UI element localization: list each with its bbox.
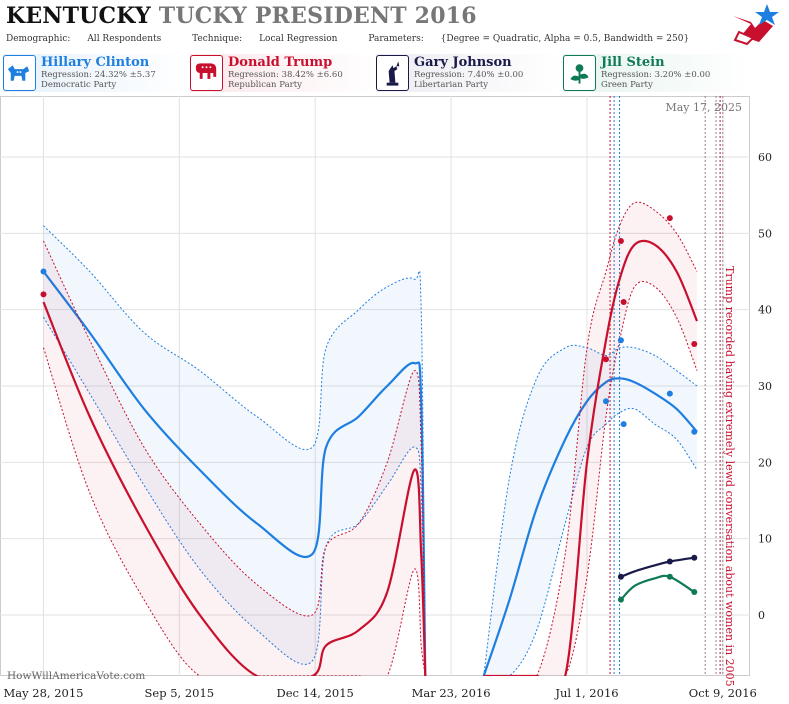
- donald-trump-upper-bound: [483, 201, 698, 676]
- y-tick-label: 0: [758, 609, 765, 622]
- party-icon-box: [190, 55, 223, 91]
- hillary-clinton-upper-bound: [43, 225, 426, 676]
- donald-trump-confidence-band: [43, 241, 426, 676]
- site-watermark: HowWillAmericaVote.com: [7, 670, 145, 682]
- hillary-clinton-lower-bound: [43, 317, 426, 676]
- jill-stein-trend-line: [620, 574, 695, 601]
- statue-of-liberty-icon: [386, 61, 400, 86]
- party-icon-box: [3, 55, 36, 91]
- demographic-value: All Respondents: [87, 34, 162, 44]
- party-icon-box: [376, 55, 409, 91]
- y-tick-label: 50: [758, 227, 772, 240]
- candidate-regression: Regression: 24.32% ±5.37: [41, 70, 156, 80]
- x-tick-label: Sep 5, 2015: [145, 686, 215, 700]
- gary-johnson-poll-point: [666, 558, 673, 565]
- x-tick-label: Oct 9, 2016: [689, 686, 757, 700]
- y-tick-label: 60: [758, 151, 772, 164]
- candidate-jill-stein[interactable]: Jill Stein Regression: 3.20% ±0.00 Green P…: [563, 54, 749, 92]
- gary-johnson-poll-point: [617, 573, 624, 580]
- donald-trump-poll-point: [620, 299, 627, 306]
- donald-trump-trend-line: [42, 301, 427, 676]
- hillary-clinton-confidence-band: [43, 225, 426, 676]
- demographic-label: Demographic:: [6, 34, 71, 44]
- jill-stein-poll-point: [617, 596, 624, 603]
- candidate-hillary-clinton[interactable]: Hillary Clinton Regression: 24.32% ±5.37 D…: [3, 54, 189, 92]
- candidate-regression: Regression: 3.20% ±0.00: [601, 70, 711, 80]
- hillary-clinton-poll-point: [602, 398, 609, 405]
- site-logo-icon[interactable]: [729, 2, 781, 48]
- poll-chart: 0 10 20 30 40 50 60 May 28, 2015 Sep 5, 2015 Dec …: [0, 96, 772, 700]
- donald-trump-poll-point: [666, 215, 673, 222]
- y-tick-label: 20: [758, 456, 772, 469]
- donald-trump-poll-point: [602, 356, 609, 363]
- parameters-line: Demographic: All Respondents Technique: …: [6, 34, 717, 44]
- y-tick-label: 30: [758, 380, 772, 393]
- y-tick-label: 40: [758, 304, 772, 317]
- elephant-icon: [195, 63, 217, 79]
- gary-johnson-poll-point: [691, 554, 698, 561]
- hillary-clinton-poll-point: [620, 421, 627, 428]
- hillary-clinton-upper-bound: [483, 344, 698, 676]
- donald-trump-trend-line: [483, 239, 699, 676]
- candidate-name: Gary Johnson: [414, 55, 512, 70]
- plot-area: [40, 201, 699, 676]
- candidate-gary-johnson[interactable]: Gary Johnson Regression: 7.40% ±0.00 Liber…: [376, 54, 562, 92]
- x-tick-label: Jul 1, 2016: [554, 686, 618, 700]
- candidate-party: Republican Party: [228, 80, 302, 90]
- parameters-label: Parameters:: [368, 34, 424, 44]
- jill-stein-poll-point: [691, 589, 698, 596]
- donkey-icon: [7, 65, 30, 81]
- event-annotation: Trump recorded having extremely lewd con…: [723, 266, 736, 687]
- candidate-name: Jill Stein: [601, 55, 665, 70]
- hillary-clinton-poll-point: [691, 428, 698, 435]
- flower-icon: [570, 64, 589, 84]
- donald-trump-poll-point: [691, 341, 698, 348]
- donald-trump-lower-bound: [43, 347, 426, 676]
- x-tick-label: May 28, 2015: [3, 686, 83, 700]
- donald-trump-lower-bound: [483, 281, 698, 676]
- hillary-clinton-trend-line: [482, 377, 698, 676]
- donald-trump-poll-point: [40, 291, 47, 298]
- title-state: KENTUCKY: [6, 3, 151, 29]
- hillary-clinton-lower-bound: [483, 407, 698, 676]
- gary-johnson-trend-line: [620, 556, 695, 578]
- hillary-clinton-poll-point: [40, 268, 47, 275]
- technique-label: Technique:: [192, 34, 243, 44]
- page-header: KENTUCKY TUCKY PRESIDENT 2016 Demographi…: [0, 0, 789, 52]
- y-tick-label: 10: [758, 533, 772, 546]
- parameters-value: {Degree = Quadratic, Alpha = 0.5, Bandwi…: [440, 34, 690, 44]
- page-title: KENTUCKY TUCKY PRESIDENT 2016: [6, 3, 477, 29]
- hillary-clinton-poll-point: [617, 337, 624, 344]
- candidate-regression: Regression: 38.42% ±6.60: [228, 70, 343, 80]
- candidate-legend: Hillary Clinton Regression: 24.32% ±5.37 D…: [0, 54, 789, 92]
- hillary-clinton-trend-line: [42, 270, 427, 676]
- candidate-name: Donald Trump: [228, 55, 333, 70]
- candidate-party: Libertarian Party: [414, 80, 489, 90]
- candidate-donald-trump[interactable]: Donald Trump Regression: 38.42% ±6.60 Repu…: [190, 54, 376, 92]
- candidate-party: Green Party: [601, 80, 653, 90]
- hillary-clinton-confidence-band: [483, 345, 697, 676]
- hillary-clinton-poll-point: [666, 390, 673, 397]
- candidate-name: Hillary Clinton: [41, 55, 150, 70]
- candidate-regression: Regression: 7.40% ±0.00: [414, 70, 524, 80]
- technique-value: Local Regression: [259, 34, 338, 44]
- donald-trump-poll-point: [617, 238, 624, 244]
- title-rest: TUCKY PRESIDENT 2016: [158, 3, 477, 29]
- current-date-label: May 17, 2025: [665, 101, 742, 114]
- party-icon-box: [563, 55, 596, 91]
- candidate-party: Democratic Party: [41, 80, 117, 90]
- jill-stein-poll-point: [666, 573, 673, 580]
- x-tick-label: Dec 14, 2015: [277, 686, 354, 700]
- x-tick-label: Mar 23, 2016: [412, 686, 491, 700]
